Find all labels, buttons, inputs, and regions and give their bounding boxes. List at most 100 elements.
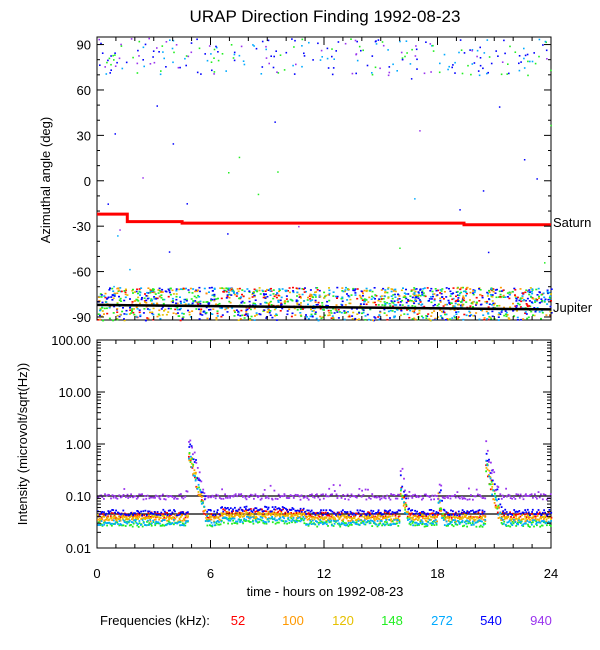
azimuth-point [242, 60, 245, 62]
intensity-point [380, 497, 383, 500]
azimuth-point [287, 290, 289, 292]
intensity-point [350, 522, 353, 524]
azimuth-point [478, 288, 481, 290]
azimuth-point [485, 302, 488, 304]
azimuth-point [266, 295, 269, 298]
azimuth-point [361, 299, 364, 301]
intensity-point [419, 519, 422, 522]
azimuth-point [299, 308, 302, 310]
intensity-point [172, 519, 175, 521]
azimuth-point [439, 297, 442, 300]
intensity-point [381, 524, 383, 527]
azimuth-point [135, 306, 138, 309]
azimuth-point [442, 305, 445, 307]
intensity-point [344, 495, 347, 497]
intensity-point [224, 509, 226, 512]
intensity-point [319, 511, 322, 514]
intensity-point [339, 525, 342, 528]
azimuth-point [102, 319, 105, 322]
azimuth-point [225, 287, 228, 289]
intensity-point [472, 516, 474, 518]
azimuth-point [275, 319, 278, 321]
azimuth-point [213, 57, 215, 59]
intensity-point [506, 521, 509, 524]
intensity-point [257, 511, 259, 514]
intensity-point [375, 523, 377, 526]
azimuth-point [118, 295, 120, 298]
intensity-point [276, 498, 279, 500]
intensity-point [262, 510, 265, 512]
azimuth-point [486, 318, 489, 320]
intensity-point [477, 511, 480, 514]
intensity-point [436, 520, 438, 523]
intensity-point [236, 522, 239, 525]
azimuth-point [235, 309, 238, 311]
intensity-point [322, 493, 324, 496]
intensity-point [342, 518, 345, 521]
azimuth-point [419, 130, 421, 132]
intensity-point [103, 516, 106, 518]
azimuth-point [393, 316, 396, 319]
azimuth-point [273, 308, 276, 311]
intensity-point [299, 520, 302, 523]
intensity-point [531, 519, 534, 521]
azimuth-point [417, 302, 420, 305]
azimuth-point [163, 310, 165, 312]
azimuth-point [328, 299, 331, 302]
intensity-point [403, 477, 405, 480]
intensity-point [398, 514, 401, 517]
intensity-point [274, 519, 277, 522]
intensity-point [384, 523, 387, 526]
intensity-point [510, 522, 512, 525]
intensity-point [260, 519, 263, 522]
azimuth-point [152, 302, 155, 305]
azimuth-point [155, 298, 158, 300]
azimuth-point [152, 307, 155, 310]
azimuth-point [121, 310, 124, 313]
azimuth-point [371, 73, 374, 76]
azimuth-point [526, 53, 529, 56]
intensity-point [169, 509, 171, 512]
azimuth-point [467, 64, 469, 67]
azimuth-point [452, 297, 455, 300]
azimuth-point [121, 67, 124, 70]
azimuth-point [111, 299, 114, 301]
intensity-point [489, 488, 492, 491]
intensity-point [189, 461, 192, 463]
intensity-point [362, 521, 365, 523]
intensity-point [342, 509, 344, 512]
azimuth-point [216, 315, 219, 317]
intensity-point [320, 520, 323, 523]
azimuth-point [418, 309, 421, 312]
intensity-point [188, 441, 190, 443]
intensity-point [371, 493, 374, 495]
intensity-point [518, 516, 520, 519]
intensity-point [403, 490, 405, 493]
azimuth-point [168, 251, 171, 253]
intensity-point [513, 516, 515, 519]
intensity-point [148, 510, 151, 513]
azimuth-point [175, 295, 178, 298]
azimuth-point [303, 300, 306, 302]
intensity-point [145, 514, 148, 517]
azimuth-point [322, 308, 325, 311]
azimuth-point [262, 296, 265, 299]
intensity-point [428, 514, 431, 517]
intensity-point [280, 519, 283, 522]
azimuth-point [146, 297, 149, 300]
intensity-point [128, 524, 131, 527]
azimuth-point [491, 300, 494, 302]
intensity-point [316, 514, 319, 516]
azimuth-point [532, 314, 534, 316]
intensity-point [244, 520, 247, 522]
azimuth-point [305, 314, 307, 316]
azimuth-point [301, 38, 304, 41]
intensity-point [193, 461, 196, 463]
azimuth-point [154, 297, 157, 299]
intensity-point [306, 523, 309, 526]
intensity-point [223, 521, 225, 524]
azimuth-point [520, 61, 522, 63]
azimuth-point [362, 292, 364, 295]
azimuth-point [463, 297, 465, 300]
intensity-point [100, 518, 103, 521]
